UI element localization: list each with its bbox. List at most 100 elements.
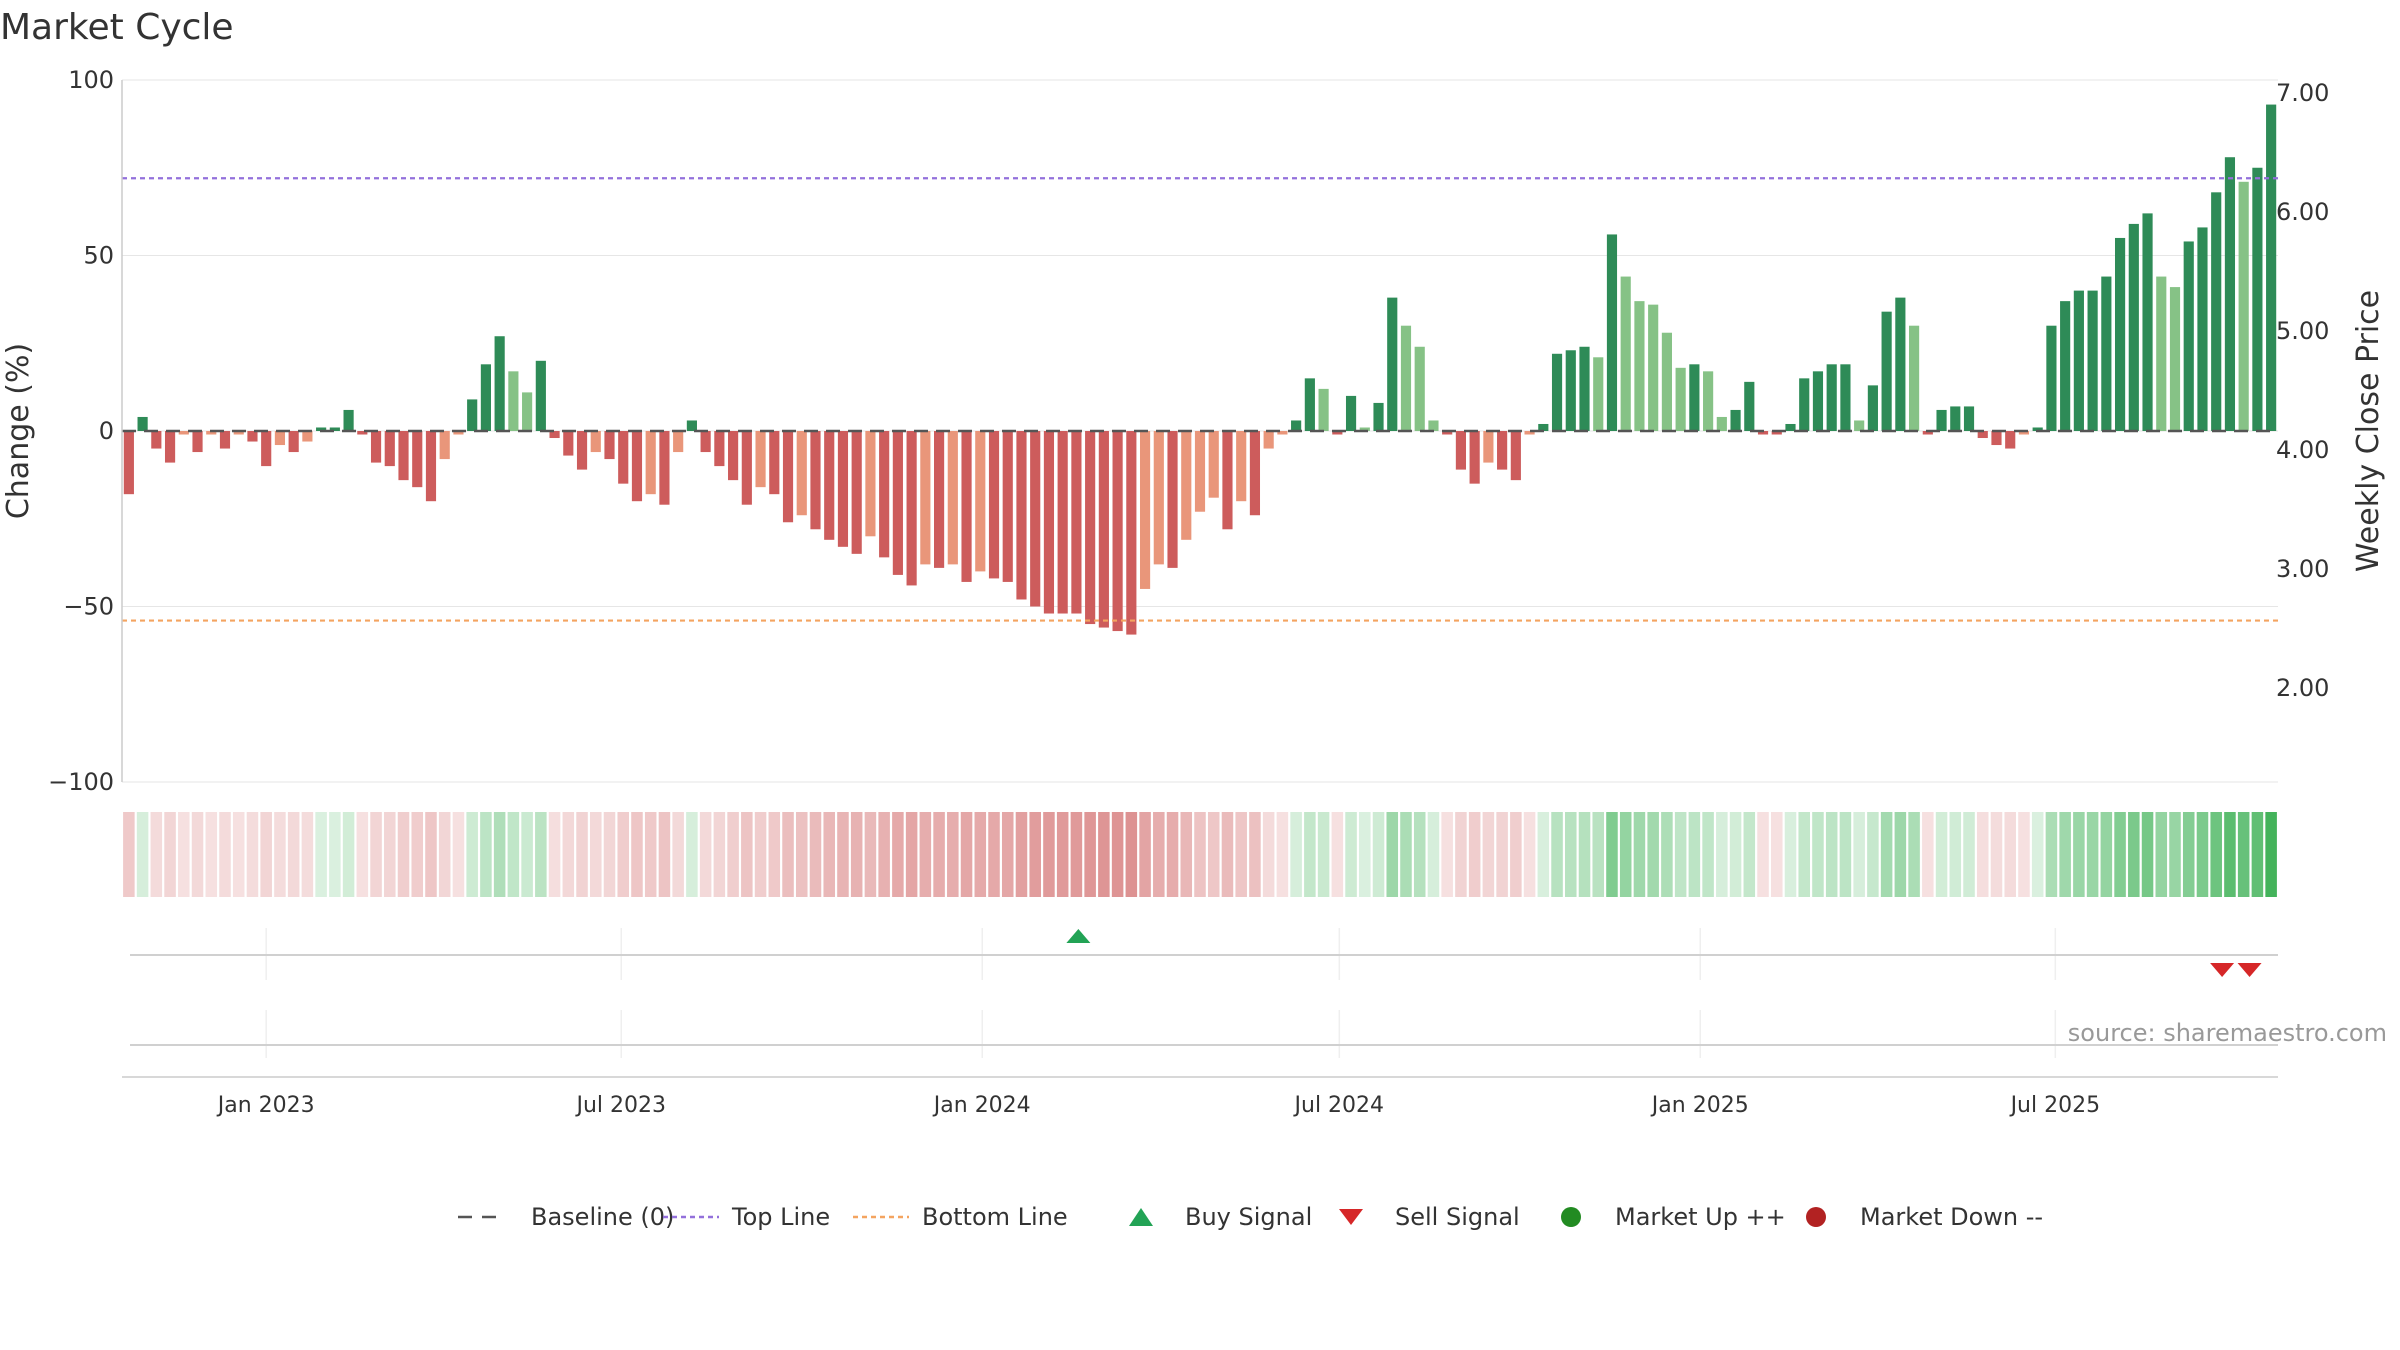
heat-cell	[1304, 812, 1316, 897]
heat-cell	[686, 812, 698, 897]
legend-item: Market Down --	[1806, 1203, 2043, 1231]
bar	[1112, 431, 1123, 632]
bar	[1716, 416, 1727, 431]
bar	[1757, 431, 1769, 435]
heat-cell	[1949, 812, 1962, 897]
heat-cell	[1043, 812, 1055, 897]
bar	[1002, 431, 1013, 582]
bar	[1661, 332, 1672, 431]
heat-cell	[644, 812, 657, 897]
heat-cell	[466, 812, 478, 897]
bar	[1208, 431, 1219, 498]
bar	[261, 431, 272, 467]
heat-cell	[1853, 812, 1865, 897]
bar	[728, 431, 739, 481]
heat-cell	[1757, 812, 1769, 897]
heat-cell	[1798, 812, 1810, 897]
heat-cell	[1510, 812, 1522, 897]
heat-cell	[1523, 812, 1536, 897]
bar	[1881, 311, 1892, 431]
heat-cell	[136, 812, 149, 897]
bar	[563, 431, 574, 456]
heat-cell	[2169, 812, 2181, 897]
bar	[1593, 357, 1604, 431]
heat-cell	[246, 812, 259, 897]
bar	[618, 431, 629, 484]
heat-cell	[1455, 812, 1467, 897]
bar	[357, 431, 368, 435]
axes-layer: 100 50 0 −50 −100 7.00 6.00 5.00 4.00 3.00 2.00 Cha…	[1, 66, 2386, 796]
heat-cell	[2182, 812, 2195, 897]
bar	[673, 431, 684, 453]
heat-cell	[452, 812, 465, 897]
heat-cell	[548, 812, 561, 897]
bar	[1400, 325, 1412, 431]
bar	[1236, 431, 1247, 502]
bar	[659, 431, 670, 505]
bar	[137, 416, 148, 431]
bar	[2101, 276, 2112, 431]
heat-cell	[2045, 812, 2058, 897]
bar	[879, 431, 890, 558]
bar	[961, 431, 972, 582]
bar	[2238, 181, 2249, 431]
heat-cell	[123, 812, 135, 897]
bar	[1510, 431, 1521, 481]
bar	[604, 431, 615, 460]
heat-cell	[1647, 812, 1659, 897]
heat-cell	[1812, 812, 1824, 897]
bar	[837, 431, 849, 547]
bar	[1345, 395, 1357, 431]
bar	[1455, 431, 1466, 470]
bar	[1936, 409, 1947, 431]
bar	[1895, 297, 1906, 431]
bar	[1249, 431, 1261, 516]
bar	[1977, 431, 1988, 439]
bar	[1304, 378, 1315, 431]
bar	[1785, 423, 1796, 431]
bar	[1277, 431, 1288, 435]
bar	[645, 431, 656, 495]
bar	[467, 399, 478, 431]
heat-cell	[713, 812, 726, 897]
heat-cell	[438, 812, 451, 897]
bar	[535, 360, 546, 431]
heat-cell	[1770, 812, 1783, 897]
heat-cell	[1716, 812, 1728, 897]
heat-cell	[892, 812, 904, 897]
heat-cell	[1400, 812, 1412, 897]
heat-cell	[260, 812, 272, 897]
heat-strip	[123, 812, 2277, 897]
heat-cell	[1221, 812, 1234, 897]
heat-cell	[1194, 812, 1206, 897]
y-tick-label: 50	[83, 242, 114, 270]
heat-cell	[301, 812, 314, 897]
bar	[2046, 325, 2057, 431]
legend-label: Bottom Line	[922, 1203, 1068, 1231]
bar	[151, 431, 162, 449]
bar	[384, 431, 395, 467]
bar	[164, 431, 176, 463]
heat-cell	[919, 812, 932, 897]
bar	[219, 431, 231, 449]
heat-cell	[2251, 812, 2264, 897]
heat-cell	[480, 812, 492, 897]
bar	[1648, 304, 1659, 431]
bars-layer	[123, 104, 2277, 635]
heat-cell	[1963, 812, 1975, 897]
legend-label: Sell Signal	[1395, 1203, 1520, 1231]
heat-cell	[960, 812, 973, 897]
bar	[1497, 431, 1508, 470]
bar	[1922, 431, 1933, 435]
heat-cell	[1207, 812, 1220, 897]
bar	[316, 427, 327, 431]
sell-signal-marker	[2210, 963, 2235, 977]
heat-cell	[1111, 812, 1124, 897]
heat-cell	[493, 812, 506, 897]
bar	[453, 431, 464, 435]
bar	[1524, 431, 1535, 435]
x-tick-label: Jul 2025	[2009, 1093, 2101, 1118]
heat-cell	[1674, 812, 1687, 897]
heat-cell	[2265, 812, 2277, 897]
x-tick-label: Jan 2024	[932, 1093, 1031, 1118]
